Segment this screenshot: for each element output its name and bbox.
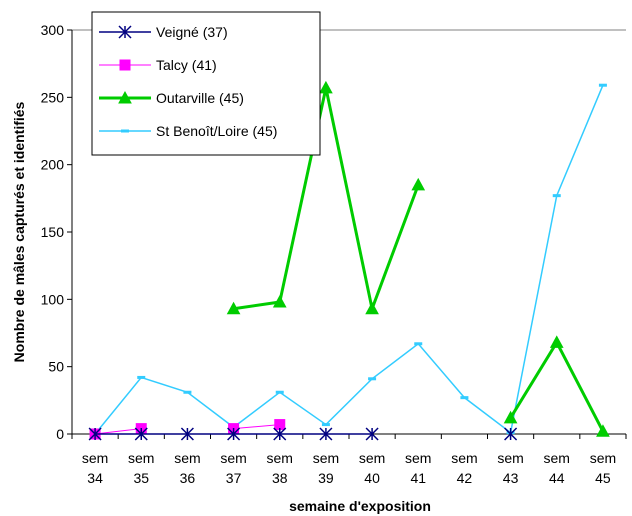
series-outarville-45-point	[411, 177, 426, 191]
legend-item-talcy-41: Talcy (41)	[99, 57, 217, 73]
y-tick-label: 300	[41, 22, 65, 38]
series-layer	[88, 80, 610, 441]
x-tick-label: sem 36	[174, 450, 200, 486]
y-tick-label: 100	[41, 291, 65, 307]
y-tick-label: 150	[41, 224, 65, 240]
y-tick-label: 250	[41, 89, 65, 105]
x-tick-label-line2: 39	[318, 470, 334, 486]
legend-swatch-point	[118, 25, 132, 39]
series-outarville-45	[226, 80, 610, 437]
series-veign-37-point	[134, 427, 148, 441]
series-outarville-45-point	[596, 424, 610, 437]
legend-swatch-point	[119, 59, 131, 71]
x-tick-label: sem 41	[405, 450, 431, 486]
x-tick-label: sem 45	[590, 450, 616, 486]
x-tick-label-line2: 34	[87, 470, 103, 486]
x-tick-label-line1: sem	[544, 450, 570, 466]
series-veign-37-point	[227, 427, 241, 441]
legend: Veigné (37) Talcy (41) Outarville (45) St B…	[91, 11, 321, 156]
legend-item-st-beno-t-loire-45: St Benoît/Loire (45)	[99, 123, 277, 139]
x-tick-label-line1: sem	[359, 450, 385, 466]
x-tick-label: sem 35	[128, 450, 154, 486]
legend-swatch-point	[118, 90, 132, 104]
x-tick-label-line2: 44	[549, 470, 565, 486]
x-tick-label-line2: 35	[133, 470, 149, 486]
series-veign-37-point	[180, 427, 194, 441]
series-outarville-45-point	[226, 301, 241, 315]
x-tick-label-line1: sem	[82, 450, 108, 466]
x-tick-label-line1: sem	[174, 450, 200, 466]
legend-label: Outarville (45)	[156, 90, 244, 106]
x-tick-label: sem 34	[82, 450, 108, 486]
series-veign-37	[88, 427, 518, 441]
x-tick-label: sem 40	[359, 450, 385, 486]
x-tick-label-line2: 38	[272, 470, 288, 486]
series-outarville-45-point	[272, 294, 287, 308]
series-outarville-45-point	[549, 335, 564, 348]
series-veign-37-point	[365, 427, 379, 441]
x-tick-label-line1: sem	[267, 450, 293, 466]
y-tick-label: 0	[56, 426, 64, 442]
x-tick-label: sem 37	[220, 450, 246, 486]
x-tick-label-line1: sem	[451, 450, 477, 466]
y-axis-title: Nombre de mâles capturés et identifiés	[11, 101, 27, 362]
series-outarville-45-point	[503, 410, 518, 424]
x-tick-label-line1: sem	[590, 450, 616, 466]
legend-item-veign-37: Veigné (37)	[99, 24, 228, 40]
series-talcy-41-line	[95, 428, 142, 435]
x-tick-label: sem 39	[313, 450, 339, 486]
legend-label: St Benoît/Loire (45)	[156, 123, 277, 139]
series-talcy-41-line	[233, 424, 280, 430]
series-outarville-45-point	[319, 80, 333, 94]
series-outarville-45-point	[365, 301, 379, 315]
x-tick-label-line2: 43	[503, 470, 519, 486]
x-tick-label: sem 42	[451, 450, 477, 486]
series-outarville-45-line	[509, 339, 605, 432]
x-tick-label-line1: sem	[497, 450, 523, 466]
x-tick-label-line1: sem	[405, 450, 431, 466]
x-tick-label: sem 44	[544, 450, 570, 486]
y-axis-ticks: 0 50 100 150 200 250 300	[41, 22, 72, 442]
x-tick-label-line2: 45	[595, 470, 611, 486]
legend-label: Talcy (41)	[156, 57, 217, 73]
x-tick-label-line2: 40	[364, 470, 380, 486]
series-st-beno-t-loire-45-line	[94, 84, 604, 435]
x-tick-label-line1: sem	[313, 450, 339, 466]
x-tick-label-line2: 42	[457, 470, 473, 486]
x-tick-label: sem 43	[497, 450, 523, 486]
series-veign-37-point	[319, 427, 333, 441]
x-tick-label-line2: 41	[410, 470, 426, 486]
legend-item-outarville-45: Outarville (45)	[99, 90, 244, 106]
x-tick-label-line1: sem	[128, 450, 154, 466]
x-tick-label-line2: 36	[180, 470, 196, 486]
series-veign-37-point	[504, 427, 518, 441]
legend-label: Veigné (37)	[156, 24, 228, 40]
series-veign-37-point	[88, 427, 102, 441]
x-tick-label: sem 38	[267, 450, 293, 486]
x-axis-ticks: sem 34 sem 35 sem 36 sem 37 sem 38 sem 39 sem 40 sem 41…	[71, 434, 627, 486]
series-veign-37-point	[273, 427, 287, 441]
y-tick-label: 200	[41, 157, 65, 173]
x-tick-label-line2: 37	[226, 470, 242, 486]
x-axis-title: semaine d'exposition	[289, 498, 431, 514]
y-tick-label: 50	[48, 359, 64, 375]
x-tick-label-line1: sem	[220, 450, 246, 466]
